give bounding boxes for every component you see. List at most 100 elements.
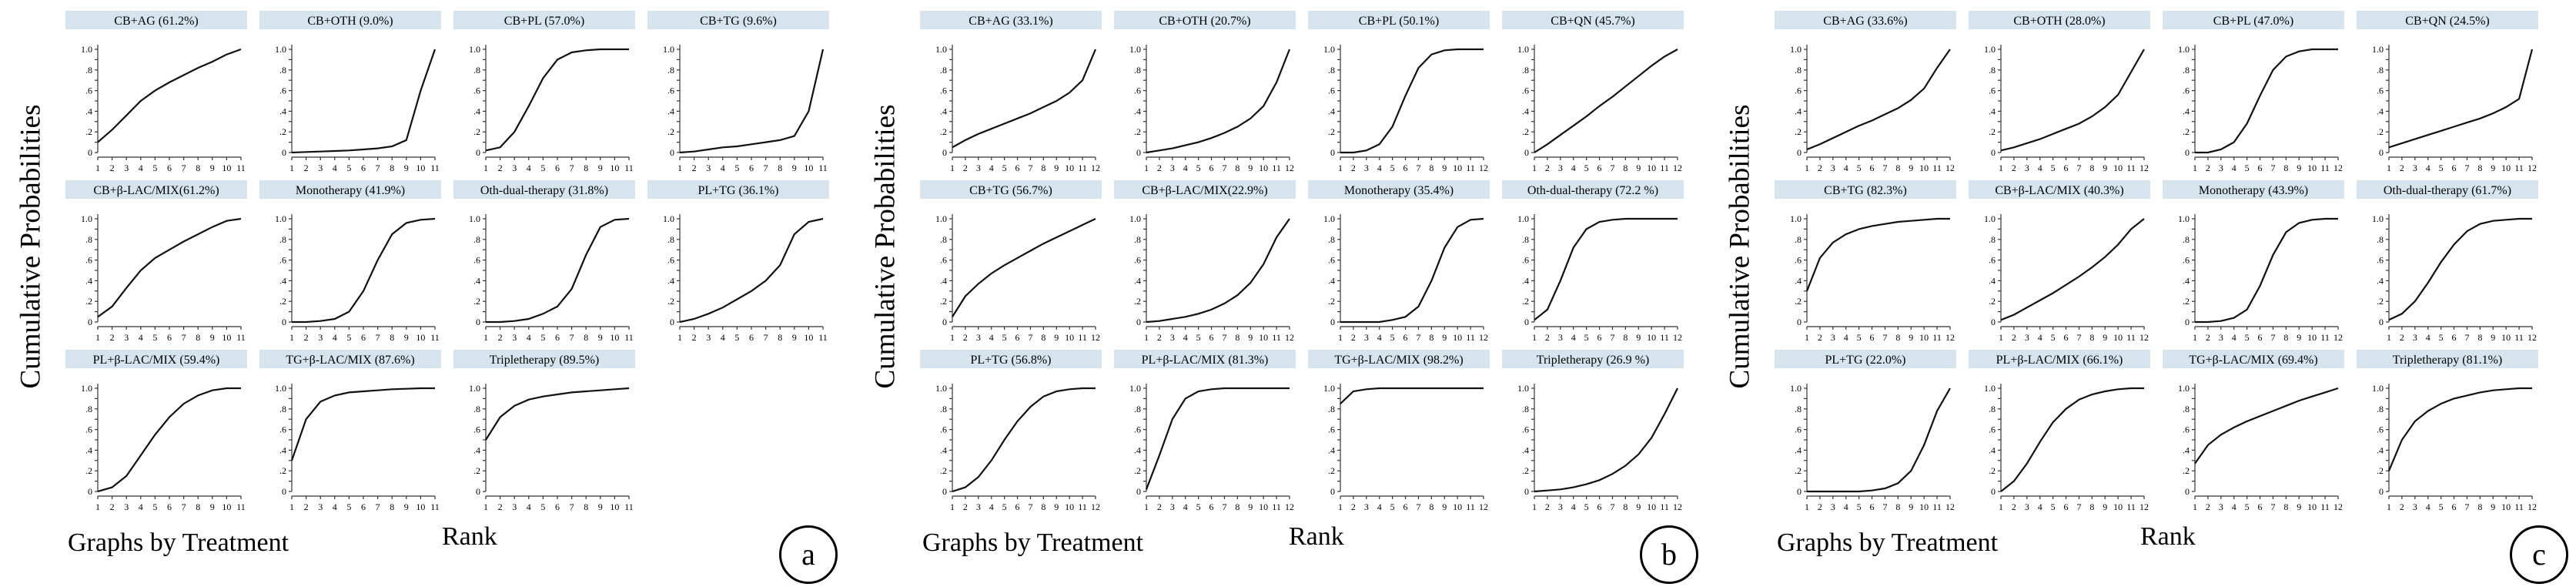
y-tick-label: .6 bbox=[1134, 86, 1141, 96]
subplot: CB+TG (56.7%)0.2.4.6.81.01 2 3 4 5 6 7 8 9 10 11 12 bbox=[920, 180, 1102, 343]
x-tick-label: 7 bbox=[1882, 163, 1887, 173]
y-tick-label: 0 bbox=[2379, 317, 2384, 327]
x-tick-label: 9 bbox=[1442, 163, 1447, 173]
x-tick-label: 1 bbox=[483, 501, 488, 512]
x-tick-label: 6 bbox=[2258, 163, 2263, 173]
x-tick-label: 9 bbox=[2491, 332, 2495, 343]
x-tick-label: 6 bbox=[1870, 332, 1875, 343]
y-tick-label: .6 bbox=[473, 255, 480, 266]
x-tick-label: 7 bbox=[376, 501, 380, 512]
x-tick-label: 8 bbox=[1235, 332, 1239, 343]
y-tick-label: 0 bbox=[1991, 147, 1996, 158]
x-tick-label: 3 bbox=[512, 163, 517, 173]
y-tick-label: .8 bbox=[279, 65, 286, 75]
y-tick-label: 1.0 bbox=[1323, 213, 1335, 224]
y-tick-label: .2 bbox=[1989, 465, 1996, 476]
y-tick-label: .6 bbox=[473, 424, 480, 435]
series-line bbox=[1534, 387, 1678, 493]
x-tick-label: 3 bbox=[2413, 163, 2417, 173]
x-tick-label: 4 bbox=[1183, 501, 1188, 512]
x-tick-label: 9 bbox=[1248, 163, 1253, 173]
x-tick-label: 8 bbox=[584, 332, 588, 343]
y-tick-label: .2 bbox=[473, 465, 480, 476]
subplot-title: CB+TG (56.7%) bbox=[969, 184, 1052, 197]
y-tick-label: .4 bbox=[940, 106, 947, 116]
subplot: CB+QN (24.5%)0.2.4.6.81.01 2 3 4 5 6 7 8 9 10 11 12 bbox=[2357, 11, 2538, 173]
x-tick-label: 1 bbox=[1532, 332, 1537, 343]
y-tick-label: .2 bbox=[279, 126, 286, 137]
subplot-header bbox=[1308, 180, 1490, 199]
y-tick-label: .2 bbox=[1328, 465, 1335, 476]
subplot: Oth-dual-therapy (31.8%) 0 .2 .4 .6 .8 1.0 1 2 3 4… bbox=[453, 180, 635, 343]
x-tick-label: 3 bbox=[2025, 332, 2029, 343]
x-tick-label: 9 bbox=[1054, 501, 1059, 512]
subplot: PL+TG (56.8%)0.2.4.6.81.01 2 3 4 5 6 7 8 9 10 11 12 bbox=[920, 350, 1102, 512]
y-tick-label: 0 bbox=[1524, 317, 1529, 327]
x-tick-label: 10 bbox=[610, 332, 619, 343]
y-tick-label: .8 bbox=[1795, 234, 1802, 245]
y-tick-label: 0 bbox=[282, 486, 286, 497]
x-tick-label: 4 bbox=[989, 332, 994, 343]
x-tick-label: 6 bbox=[1209, 332, 1214, 343]
x-tick-label: 10 bbox=[222, 501, 231, 512]
x-tick-label: 12 bbox=[2333, 163, 2343, 173]
series-line bbox=[485, 387, 630, 441]
series-line bbox=[679, 49, 825, 154]
x-tick-label: 3 bbox=[512, 501, 517, 512]
x-tick-label: 12 bbox=[1285, 163, 1294, 173]
y-tick-label: .4 bbox=[2183, 275, 2190, 286]
subplot: Tripletherapy (89.5%) 0 .2 .4 .6 .8 1.0 1 2 3 4 5 6 7… bbox=[453, 350, 635, 512]
x-tick-label: 12 bbox=[1945, 501, 1955, 512]
x-tick-label: 11 bbox=[1932, 501, 1942, 512]
x-tick-label: 6 bbox=[555, 501, 560, 512]
subplot-title: Monotherapy (43.9%) bbox=[2199, 184, 2308, 197]
y-tick-label: 1.0 bbox=[663, 44, 674, 55]
subplot-title: CB+AG (61.2%) bbox=[114, 15, 198, 28]
x-tick-label: 3 bbox=[706, 163, 711, 173]
x-tick-label: 1 bbox=[950, 501, 955, 512]
subplot: CB+PL (57.0%) 0 .2 .4 .6 .8 1.0 1 2 3 4 5 6 7 8 9 10 11 bbox=[453, 11, 635, 173]
x-tick-label: 1 bbox=[1532, 501, 1537, 512]
x-tick-label: 5 bbox=[2439, 332, 2444, 343]
x-tick-label: 12 bbox=[1285, 501, 1294, 512]
x-tick-label: 5 bbox=[1002, 332, 1007, 343]
panel-label-c: c bbox=[2510, 525, 2568, 584]
panel-label-b: b bbox=[1640, 525, 1698, 584]
x-tick-label: 4 bbox=[333, 501, 337, 512]
y-tick-label: .4 bbox=[1328, 444, 1335, 455]
x-tick-label: 8 bbox=[2283, 163, 2288, 173]
x-tick-label: 11 bbox=[1078, 163, 1087, 173]
series-line bbox=[1340, 48, 1484, 154]
x-tick-label: 2 bbox=[304, 163, 309, 173]
x-axis-label: Rank bbox=[2140, 522, 2196, 551]
y-tick-label: 0 bbox=[476, 147, 480, 158]
series-line bbox=[2387, 387, 2532, 471]
x-tick-label: 7 bbox=[1222, 332, 1226, 343]
x-tick-label: 1 bbox=[1805, 332, 1809, 343]
y-tick-label: 1.0 bbox=[1790, 213, 1802, 224]
y-tick-label: .4 bbox=[2183, 106, 2190, 116]
series-line bbox=[1146, 49, 1291, 154]
y-tick-label: .2 bbox=[1795, 465, 1802, 476]
x-tick-label: 5 bbox=[346, 163, 351, 173]
x-tick-label: 3 bbox=[124, 163, 129, 173]
x-tick-label: 2 bbox=[304, 332, 309, 343]
x-tick-label: 2 bbox=[1157, 163, 1162, 173]
y-tick-label: .6 bbox=[667, 86, 674, 96]
subplot-title: CB+PL (47.0%) bbox=[2213, 15, 2293, 28]
x-tick-label: 6 bbox=[2452, 163, 2457, 173]
y-tick-label: .2 bbox=[1134, 126, 1141, 137]
y-tick-label: .8 bbox=[667, 65, 674, 75]
x-tick-label: 10 bbox=[1453, 163, 1462, 173]
y-tick-label: 1.0 bbox=[935, 213, 947, 224]
series-line bbox=[1805, 217, 1950, 292]
subplot-title: CB+QN (45.7%) bbox=[1551, 15, 1634, 28]
y-tick-label: .8 bbox=[1989, 234, 1996, 245]
subplot-title: PL+β-LAC/MIX (81.3%) bbox=[1142, 354, 1269, 367]
x-tick-label: 9 bbox=[2103, 332, 2107, 343]
subplot: TG+β-LAC/MIX (98.2%)0.2.4.6.81.01 2 3 4 5 6 7 8… bbox=[1308, 350, 1490, 512]
y-tick-label: .4 bbox=[1795, 444, 1802, 455]
y-tick-label: 0 bbox=[942, 317, 947, 327]
x-tick-label: 3 bbox=[318, 332, 323, 343]
y-tick-label: .6 bbox=[2183, 255, 2190, 266]
